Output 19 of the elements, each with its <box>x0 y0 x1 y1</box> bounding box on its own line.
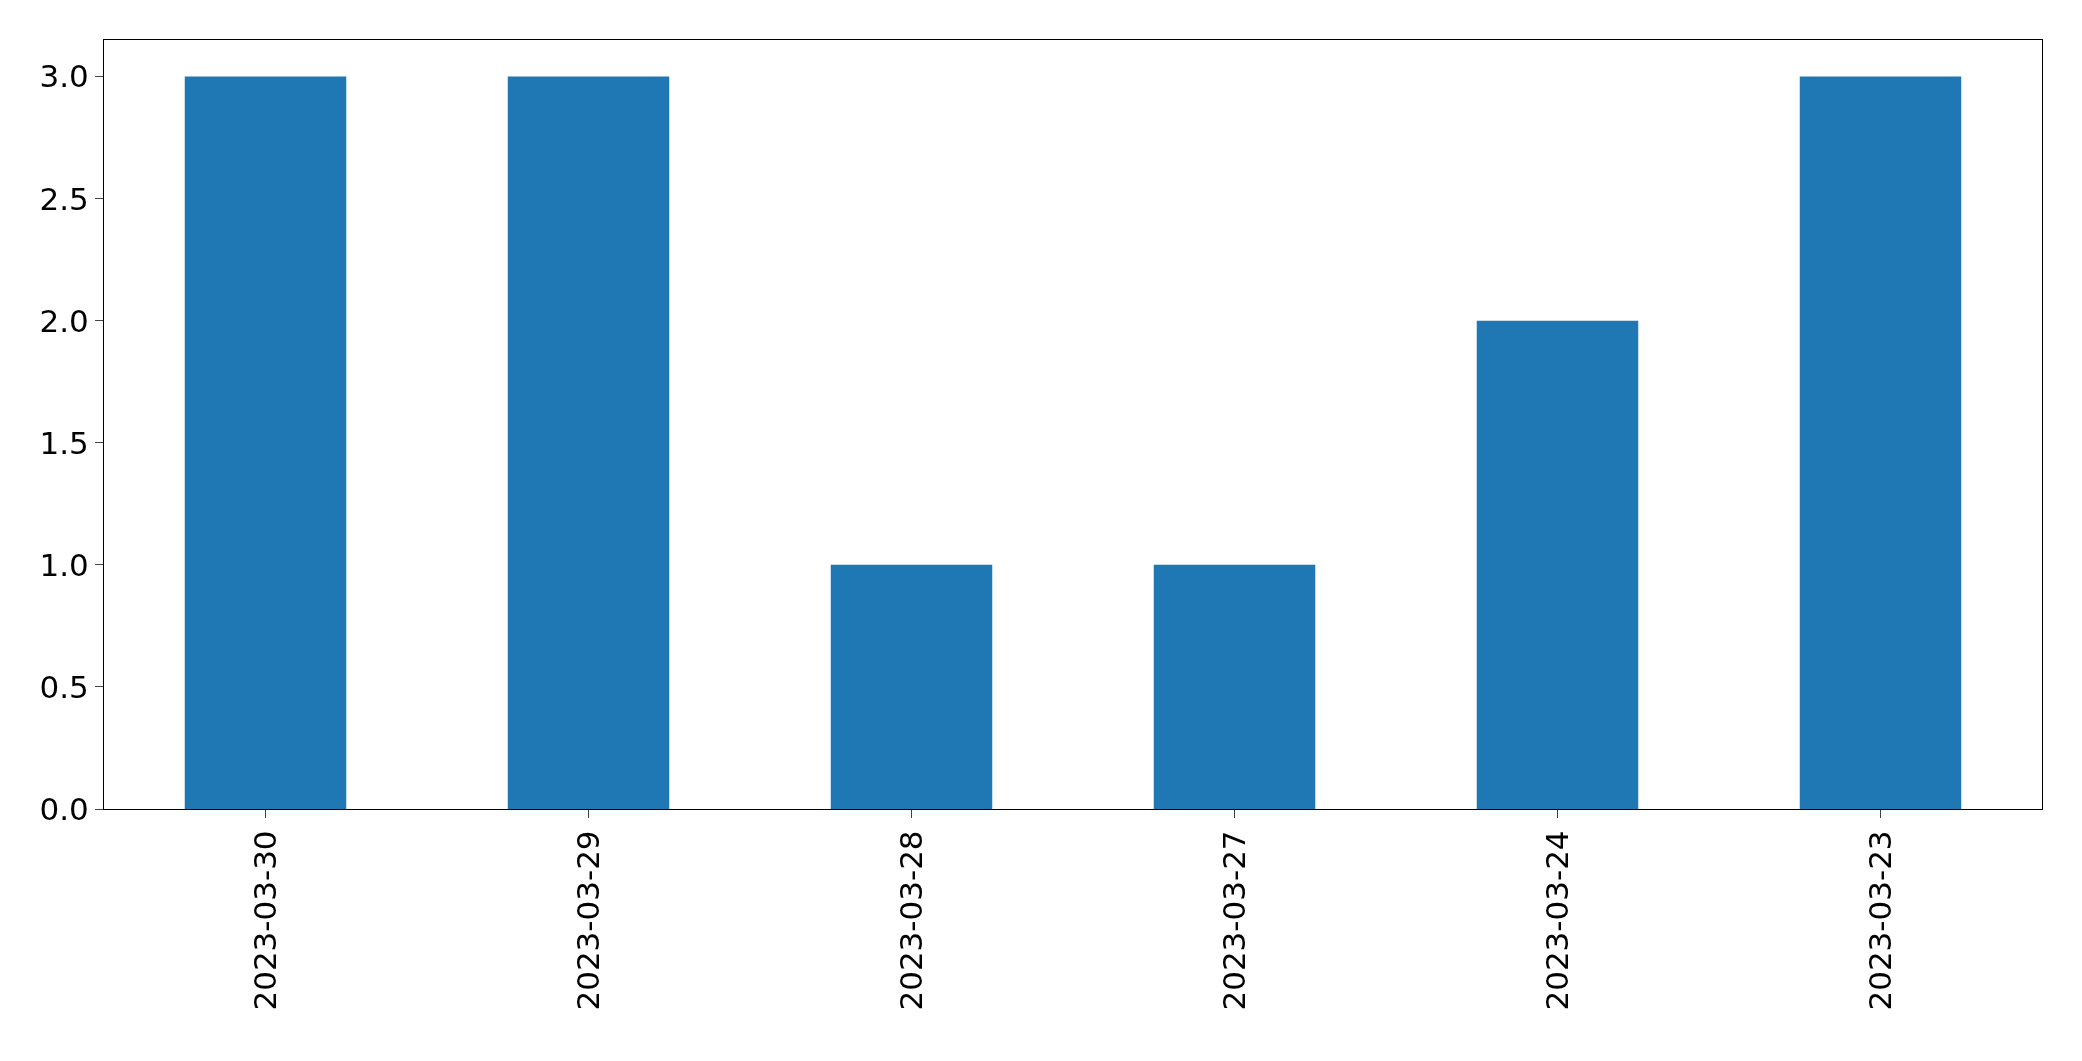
x-tick-label: 2023-03-23 <box>1861 830 1898 1011</box>
y-tick-label: 0.5 <box>39 668 89 705</box>
x-tick-label: 2023-03-29 <box>569 830 606 1011</box>
bar <box>1153 564 1316 809</box>
y-tick-label: 0.0 <box>39 790 89 827</box>
y-tick-label: 2.5 <box>39 180 89 217</box>
bar <box>1799 76 1962 809</box>
bar <box>184 76 347 809</box>
bar <box>830 564 993 809</box>
x-tick-label: 2023-03-24 <box>1538 830 1575 1011</box>
x-tick-label: 2023-03-28 <box>892 830 929 1011</box>
bar <box>1476 320 1639 809</box>
y-tick-label: 1.0 <box>39 546 89 583</box>
y-tick-label: 1.5 <box>39 424 89 461</box>
x-tick-label: 2023-03-27 <box>1215 830 1252 1011</box>
y-tick-label: 3.0 <box>39 58 89 95</box>
y-tick-label: 2.0 <box>39 302 89 339</box>
bar <box>507 76 670 809</box>
x-tick-label: 2023-03-30 <box>246 830 283 1011</box>
